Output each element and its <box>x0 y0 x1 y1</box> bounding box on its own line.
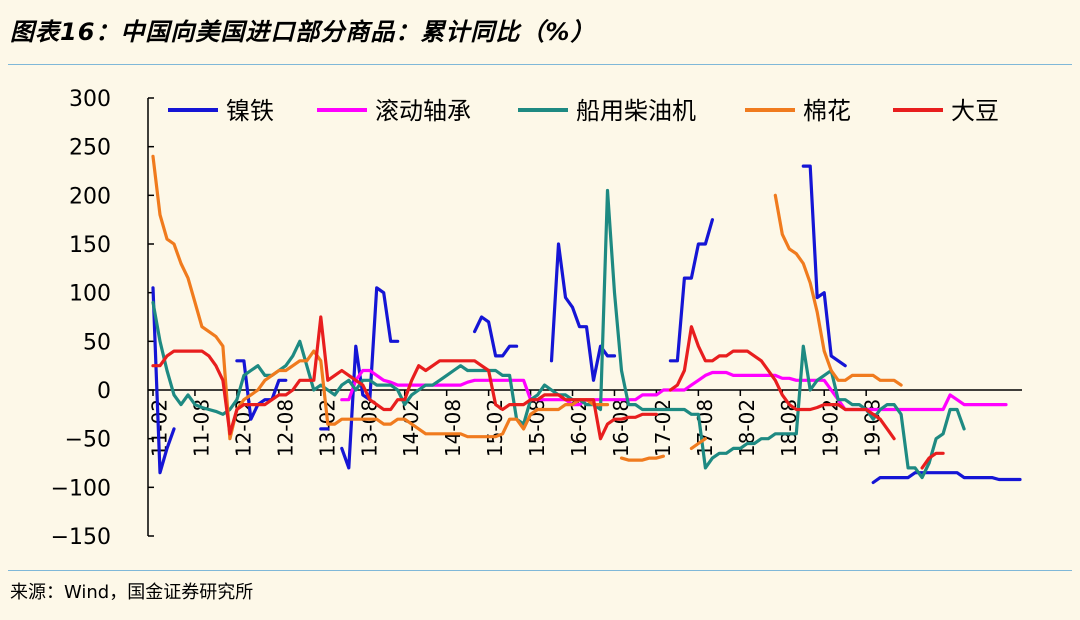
legend-label: 船用柴油机 <box>576 97 696 125</box>
x-tick-label: 12-08 <box>273 399 297 457</box>
source-note: 来源：Wind，国金证券研究所 <box>10 582 254 603</box>
y-tick-label: 300 <box>69 87 111 112</box>
x-tick-label: 12-02 <box>231 399 255 457</box>
x-tick-label: 14-08 <box>441 399 465 457</box>
top-divider <box>8 64 1072 65</box>
x-tick-label: 17-08 <box>693 399 717 457</box>
bottom-divider <box>8 570 1072 571</box>
legend-label: 镍铁 <box>226 97 274 125</box>
y-tick-label: −100 <box>51 476 111 501</box>
x-tick-label: 13-08 <box>357 399 381 457</box>
x-tick-label: 16-08 <box>609 399 633 457</box>
series-line-棉花 <box>151 154 903 462</box>
series-line-滚动轴承 <box>340 368 1008 412</box>
x-tick-label: 16-02 <box>567 399 591 457</box>
figure-title: 图表16：中国向美国进口部分商品：累计同比（%） <box>10 18 596 46</box>
legend-label: 棉花 <box>803 97 851 125</box>
x-tick-label: 19-02 <box>819 399 843 457</box>
series-line-大豆 <box>151 315 945 470</box>
y-tick-label: −50 <box>65 428 111 453</box>
legend-label: 滚动轴承 <box>375 97 471 125</box>
chart-legend: 镍铁 滚动轴承 船用柴油机 棉花 大豆 <box>168 97 999 125</box>
y-tick-label: 100 <box>69 282 111 307</box>
y-tick-label: −150 <box>51 525 111 550</box>
y-tick-label: 250 <box>69 136 111 161</box>
x-tick-label: 17-02 <box>651 399 675 457</box>
chart-series <box>151 154 1022 485</box>
y-tick-label: 50 <box>83 330 111 355</box>
y-tick-label: 150 <box>69 233 111 258</box>
y-tick-label: 200 <box>69 184 111 209</box>
y-tick-label: 0 <box>97 379 111 404</box>
legend-label: 大豆 <box>951 97 999 125</box>
